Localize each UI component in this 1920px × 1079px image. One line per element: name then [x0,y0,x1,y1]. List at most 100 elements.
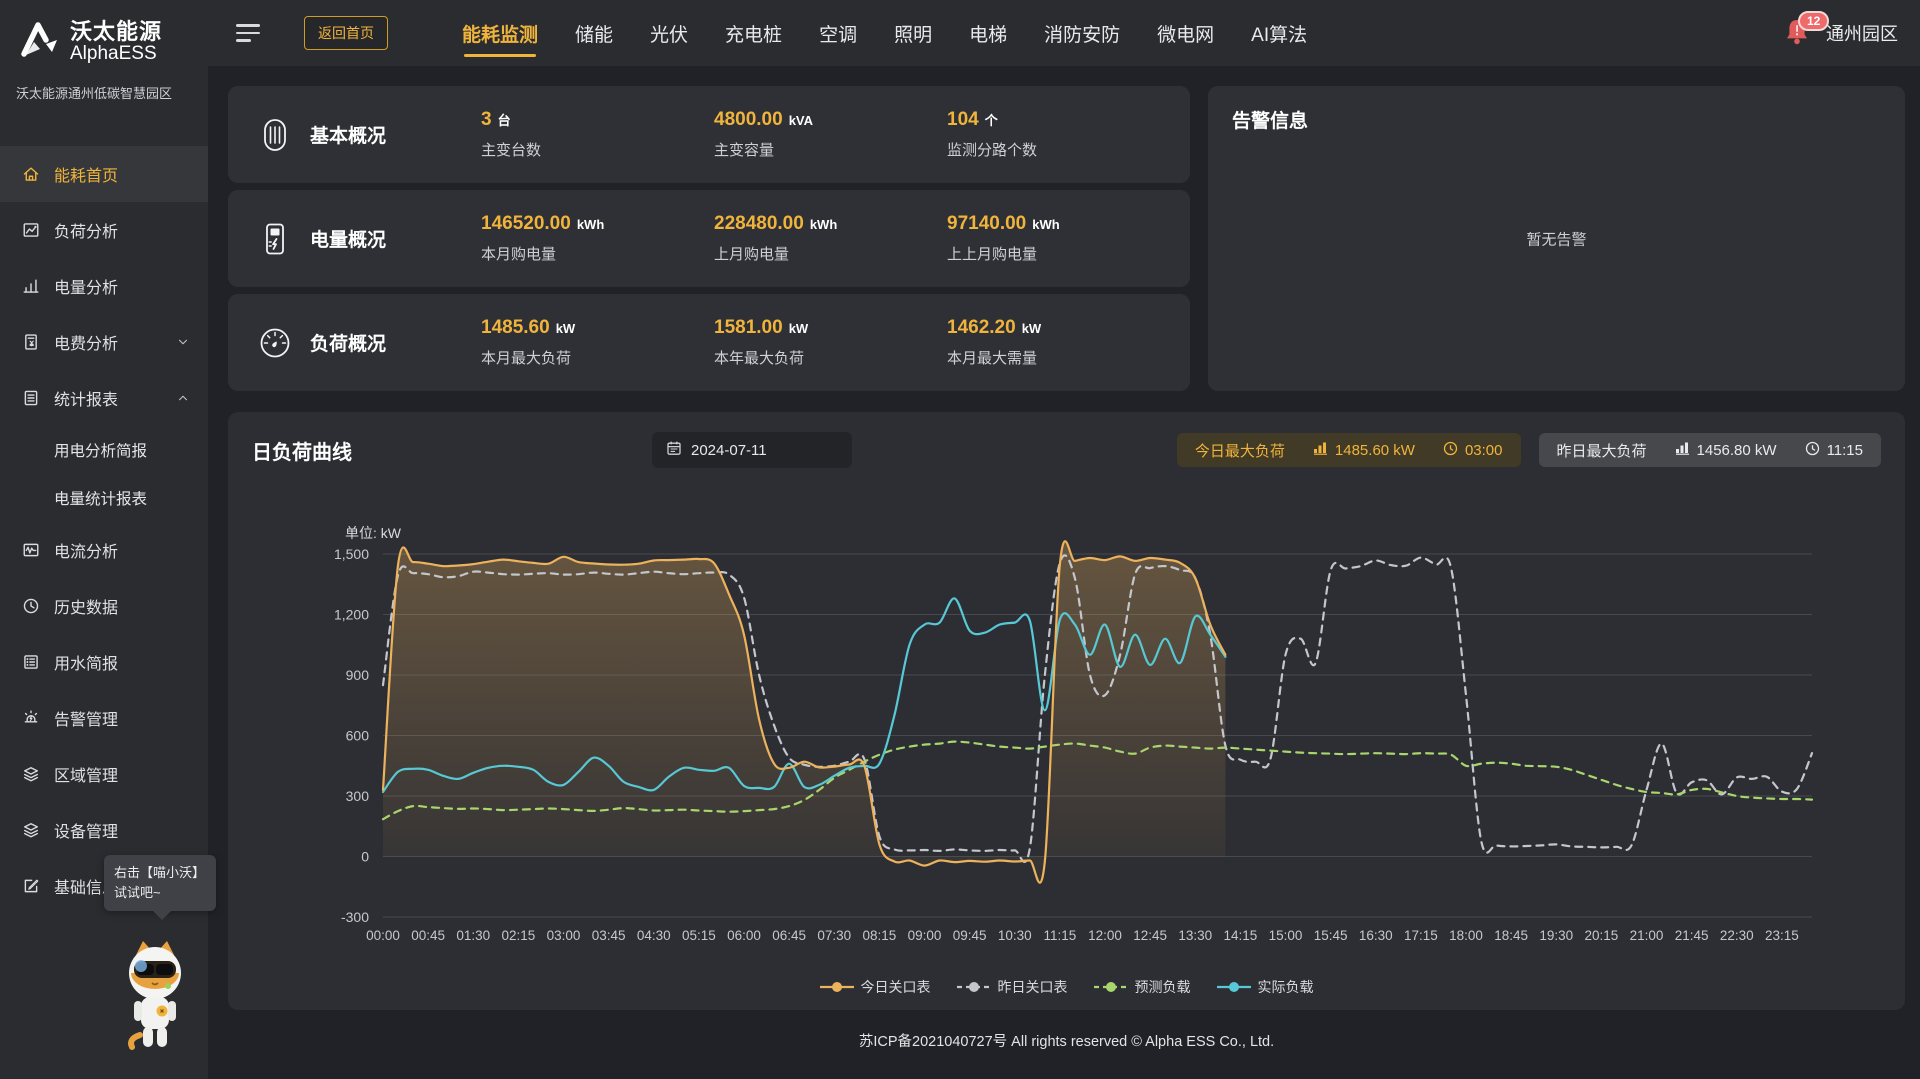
legend-label: 实际负载 [1257,979,1314,995]
sidebar-item-告警管理[interactable]: 告警管理 [0,690,208,746]
legend-label: 昨日关口表 [997,979,1068,995]
date-value: 2024-07-11 [691,441,767,459]
sidebar-item-label: 电量分析 [54,280,119,297]
svg-text:21:00: 21:00 [1630,928,1664,943]
svg-text:01:30: 01:30 [456,928,490,943]
svg-text:15:00: 15:00 [1269,928,1303,943]
legend-item-实际负载[interactable]: 实际负载 [1216,977,1314,997]
sidebar-item-设备管理[interactable]: 设备管理 [0,802,208,858]
clock-icon [1805,441,1820,460]
home-icon [22,165,40,183]
park-selector[interactable]: 通州园区 [1826,24,1898,44]
svg-text:00:45: 00:45 [411,928,445,943]
tab-AI算法[interactable]: AI算法 [1251,24,1308,46]
stat-label: 上月购电量 [714,246,790,263]
alarm-manage-icon [22,709,40,727]
stat-unit: kW [1021,321,1042,336]
tab-照明[interactable]: 照明 [894,24,933,46]
sidebar-item-区域管理[interactable]: 区域管理 [0,746,208,802]
mascot-tooltip: 右击【喵小沃】 试试吧~ [104,854,216,921]
alarm-empty-text: 暂无告警 [1526,231,1587,248]
sidebar-item-基础信息[interactable]: 基础信息 [0,858,208,914]
hamburger-icon[interactable] [236,24,260,42]
stat-监测分路个数: 104 个监测分路个数 [947,109,1180,160]
svg-text:1,500: 1,500 [334,546,369,562]
tab-充电桩[interactable]: 充电桩 [725,24,783,46]
top-nav-tabs: 能耗监测 储能 光伏 充电桩 空调 照明 电梯 消防安防 微电网 AI算法 [462,0,1307,66]
tab-电梯[interactable]: 电梯 [969,24,1008,46]
sidebar-item-电流分析[interactable]: 电流分析 [0,522,208,578]
sidebar-item-label: 能耗首页 [54,168,119,185]
stat-label: 本月购电量 [481,246,557,263]
chart-legend: 今日关口表 昨日关口表 预测负载 实际负载 [228,977,1905,997]
stat-value: 1581.00 [714,317,783,338]
card-title: 基本概况 [310,126,387,147]
electricity-meter-icon [256,220,294,258]
tab-微电网[interactable]: 微电网 [1157,24,1215,46]
sidebar-item-历史数据[interactable]: 历史数据 [0,578,208,634]
svg-text:21:45: 21:45 [1675,928,1709,943]
electricity-bill-icon [22,333,40,351]
svg-text:14:15: 14:15 [1224,928,1258,943]
sidebar-subitem-用电分析简报[interactable]: 用电分析简报 [54,443,148,460]
brand: 沃太能源 AlphaESS 沃太能源通州低碳智慧园区 [0,0,208,140]
stat-本月购电量: 146520.00 kWh 本月购电量 [481,213,714,264]
svg-text:10:30: 10:30 [998,928,1032,943]
svg-text:13:30: 13:30 [1178,928,1212,943]
svg-text:12:45: 12:45 [1133,928,1167,943]
stat-unit: kVA [788,113,814,128]
sidebar-item-用水简报[interactable]: 用水简报 [0,634,208,690]
sidebar-item-label: 统计报表 [54,392,119,409]
svg-text:06:00: 06:00 [727,928,761,943]
legend-item-今日关口表[interactable]: 今日关口表 [819,977,931,997]
svg-text:09:00: 09:00 [908,928,942,943]
legend-item-昨日关口表[interactable]: 昨日关口表 [956,977,1068,997]
sidebar-item-label: 基础信息 [54,880,119,897]
today-max-load-value: 1485.60 kW [1334,441,1415,459]
notification-count-badge: 12 [1798,11,1830,31]
tab-能耗监测[interactable]: 能耗监测 [462,0,538,66]
stat-value: 104 [947,109,979,130]
stat-unit: kWh [1032,217,1060,232]
clock-icon [1443,441,1458,460]
svg-text:18:45: 18:45 [1494,928,1528,943]
chevron-down-icon [176,335,190,349]
sidebar-item-能耗首页[interactable]: 能耗首页 [0,146,208,202]
sidebar-item-label: 负荷分析 [54,224,119,241]
sidebar-item-统计报表[interactable]: 统计报表 [0,370,208,426]
sidebar-item-负荷分析[interactable]: 负荷分析 [0,202,208,258]
tab-空调[interactable]: 空调 [819,24,858,46]
today-max-load-time: 03:00 [1464,441,1503,459]
cat-mascot-icon[interactable] [110,939,200,1051]
tab-光伏[interactable]: 光伏 [650,24,689,46]
alarm-panel: 告警信息 暂无告警 [1208,86,1905,391]
brand-title-cn: 沃太能源 [70,18,163,44]
sidebar-item-label: 告警管理 [54,712,119,729]
yesterday-max-load-badge[interactable]: 昨日最大负荷 1456.80 kW [1538,433,1881,467]
today-max-load-badge[interactable]: 今日最大负荷 1485.60 kW [1176,433,1521,467]
legend-label: 预测负载 [1134,979,1191,995]
date-picker[interactable]: 2024-07-11 [652,432,852,468]
legend-marker-icon [956,982,991,992]
sidebar-subitem-电量统计报表[interactable]: 电量统计报表 [54,491,148,508]
svg-text:600: 600 [346,728,370,744]
tab-储能[interactable]: 储能 [575,24,614,46]
alarm-panel-title: 告警信息 [1232,111,1309,132]
sidebar-item-电费分析[interactable]: 电费分析 [0,314,208,370]
sidebar-item-电量分析[interactable]: 电量分析 [0,258,208,314]
legend-marker-icon [1216,982,1251,992]
daily-load-chart-panel: 日负荷曲线 2024-07-11 今日最大 [228,412,1905,1010]
bell-icon[interactable]: 12 [1784,11,1830,49]
stat-unit: kWh [576,217,605,232]
tab-消防安防[interactable]: 消防安防 [1044,24,1121,46]
back-home-button[interactable]: 返回首页 [304,16,388,50]
stat-unit: kW [555,321,576,336]
current-analysis-icon [22,541,40,559]
svg-text:300: 300 [346,788,370,804]
stat-unit: 台 [497,113,511,128]
legend-item-预测负载[interactable]: 预测负载 [1093,977,1191,997]
svg-text:900: 900 [346,667,370,683]
svg-text:22:30: 22:30 [1720,928,1754,943]
stat-主变容量: 4800.00 kVA 主变容量 [714,109,947,160]
